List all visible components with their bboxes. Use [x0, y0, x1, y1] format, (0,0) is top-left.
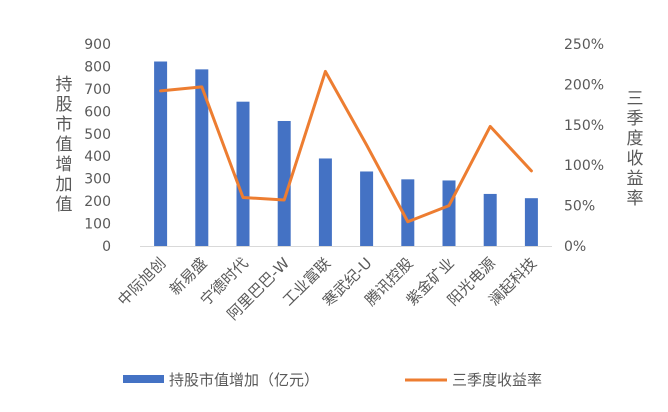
legend-line-label: 三季度收益率 — [452, 371, 542, 389]
left-axis-title-char: 增 — [56, 155, 73, 175]
bar — [360, 171, 374, 246]
left-tick-label: 200 — [84, 194, 111, 210]
left-axis-title-char: 持 — [56, 75, 73, 95]
bar — [236, 101, 250, 246]
right-axis-title-char: 季 — [627, 109, 644, 129]
bar-series — [154, 61, 538, 247]
bar — [524, 198, 538, 246]
bar — [483, 193, 497, 246]
right-tick-label: 50% — [564, 199, 595, 215]
bar — [318, 158, 332, 246]
left-axis-title-char: 加 — [56, 175, 73, 195]
line-series — [159, 69, 533, 224]
legend: 持股市值增加（亿元） 三季度收益率 — [123, 371, 542, 389]
return-line — [159, 69, 533, 224]
left-tick-label: 600 — [84, 104, 111, 120]
category-labels: 中际旭创新易盛宁德时代阿里巴巴-W工业富联寒武纪-U腾讯控股紫金矿业阳光电源澜起… — [114, 254, 540, 324]
right-tick-label: 250% — [564, 37, 604, 53]
bar — [154, 61, 168, 246]
legend-bar-label: 持股市值增加（亿元） — [169, 371, 319, 389]
left-tick-label: 500 — [84, 127, 111, 143]
right-axis-ticks: 0% 50% 100% 150% 200% 250% — [564, 37, 604, 255]
left-tick-label: 0 — [102, 239, 111, 255]
left-axis-title-char: 值 — [56, 195, 73, 215]
bar — [442, 180, 456, 246]
left-axis-ticks: 0 100 200 300 400 500 600 700 800 900 — [84, 37, 111, 255]
right-axis-title-char: 益 — [627, 169, 644, 189]
right-tick-label: 150% — [564, 118, 604, 134]
right-axis-title-char: 收 — [627, 149, 644, 169]
right-tick-label: 200% — [564, 77, 604, 93]
left-tick-label: 400 — [84, 149, 111, 165]
left-tick-label: 100 — [84, 217, 111, 233]
left-axis-title-char: 股 — [56, 95, 73, 115]
bar — [401, 179, 415, 246]
right-axis-title-char: 三 — [627, 89, 644, 109]
right-axis-title-char: 率 — [627, 189, 644, 209]
left-tick-label: 700 — [84, 82, 111, 98]
right-tick-label: 0% — [564, 239, 586, 255]
left-tick-label: 900 — [84, 37, 111, 53]
right-tick-label: 100% — [564, 158, 604, 174]
bar — [277, 120, 291, 246]
left-tick-label: 300 — [84, 172, 111, 188]
left-axis-title-char: 市 — [56, 115, 73, 135]
bar — [195, 69, 209, 247]
right-axis-title: 三季度收益率 — [627, 89, 644, 209]
left-axis-title-char: 值 — [56, 135, 73, 155]
category-label: 中际旭创 — [114, 254, 169, 309]
legend-bar-swatch — [123, 375, 164, 383]
left-tick-label: 800 — [84, 59, 111, 75]
right-axis-title-char: 度 — [627, 129, 644, 149]
